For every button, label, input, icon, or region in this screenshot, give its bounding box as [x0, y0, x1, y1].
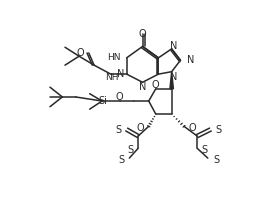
Polygon shape: [170, 72, 173, 89]
Text: S: S: [213, 155, 219, 165]
Text: N: N: [117, 69, 124, 79]
Text: N: N: [170, 72, 177, 82]
Text: S: S: [216, 125, 222, 135]
Text: O: O: [139, 29, 146, 39]
Text: S: S: [115, 125, 121, 135]
Text: O: O: [116, 92, 123, 102]
Text: S: S: [127, 145, 134, 155]
Text: O: O: [77, 48, 84, 58]
Text: Si: Si: [99, 96, 107, 106]
Text: O: O: [137, 123, 144, 133]
Text: O: O: [188, 123, 196, 133]
Text: S: S: [202, 145, 208, 155]
Text: S: S: [118, 155, 124, 165]
Text: N: N: [187, 55, 194, 65]
Text: N: N: [139, 82, 146, 92]
Text: HN: HN: [107, 53, 120, 62]
Text: O: O: [152, 80, 160, 90]
Text: NH: NH: [105, 73, 118, 82]
Text: N: N: [170, 41, 177, 51]
